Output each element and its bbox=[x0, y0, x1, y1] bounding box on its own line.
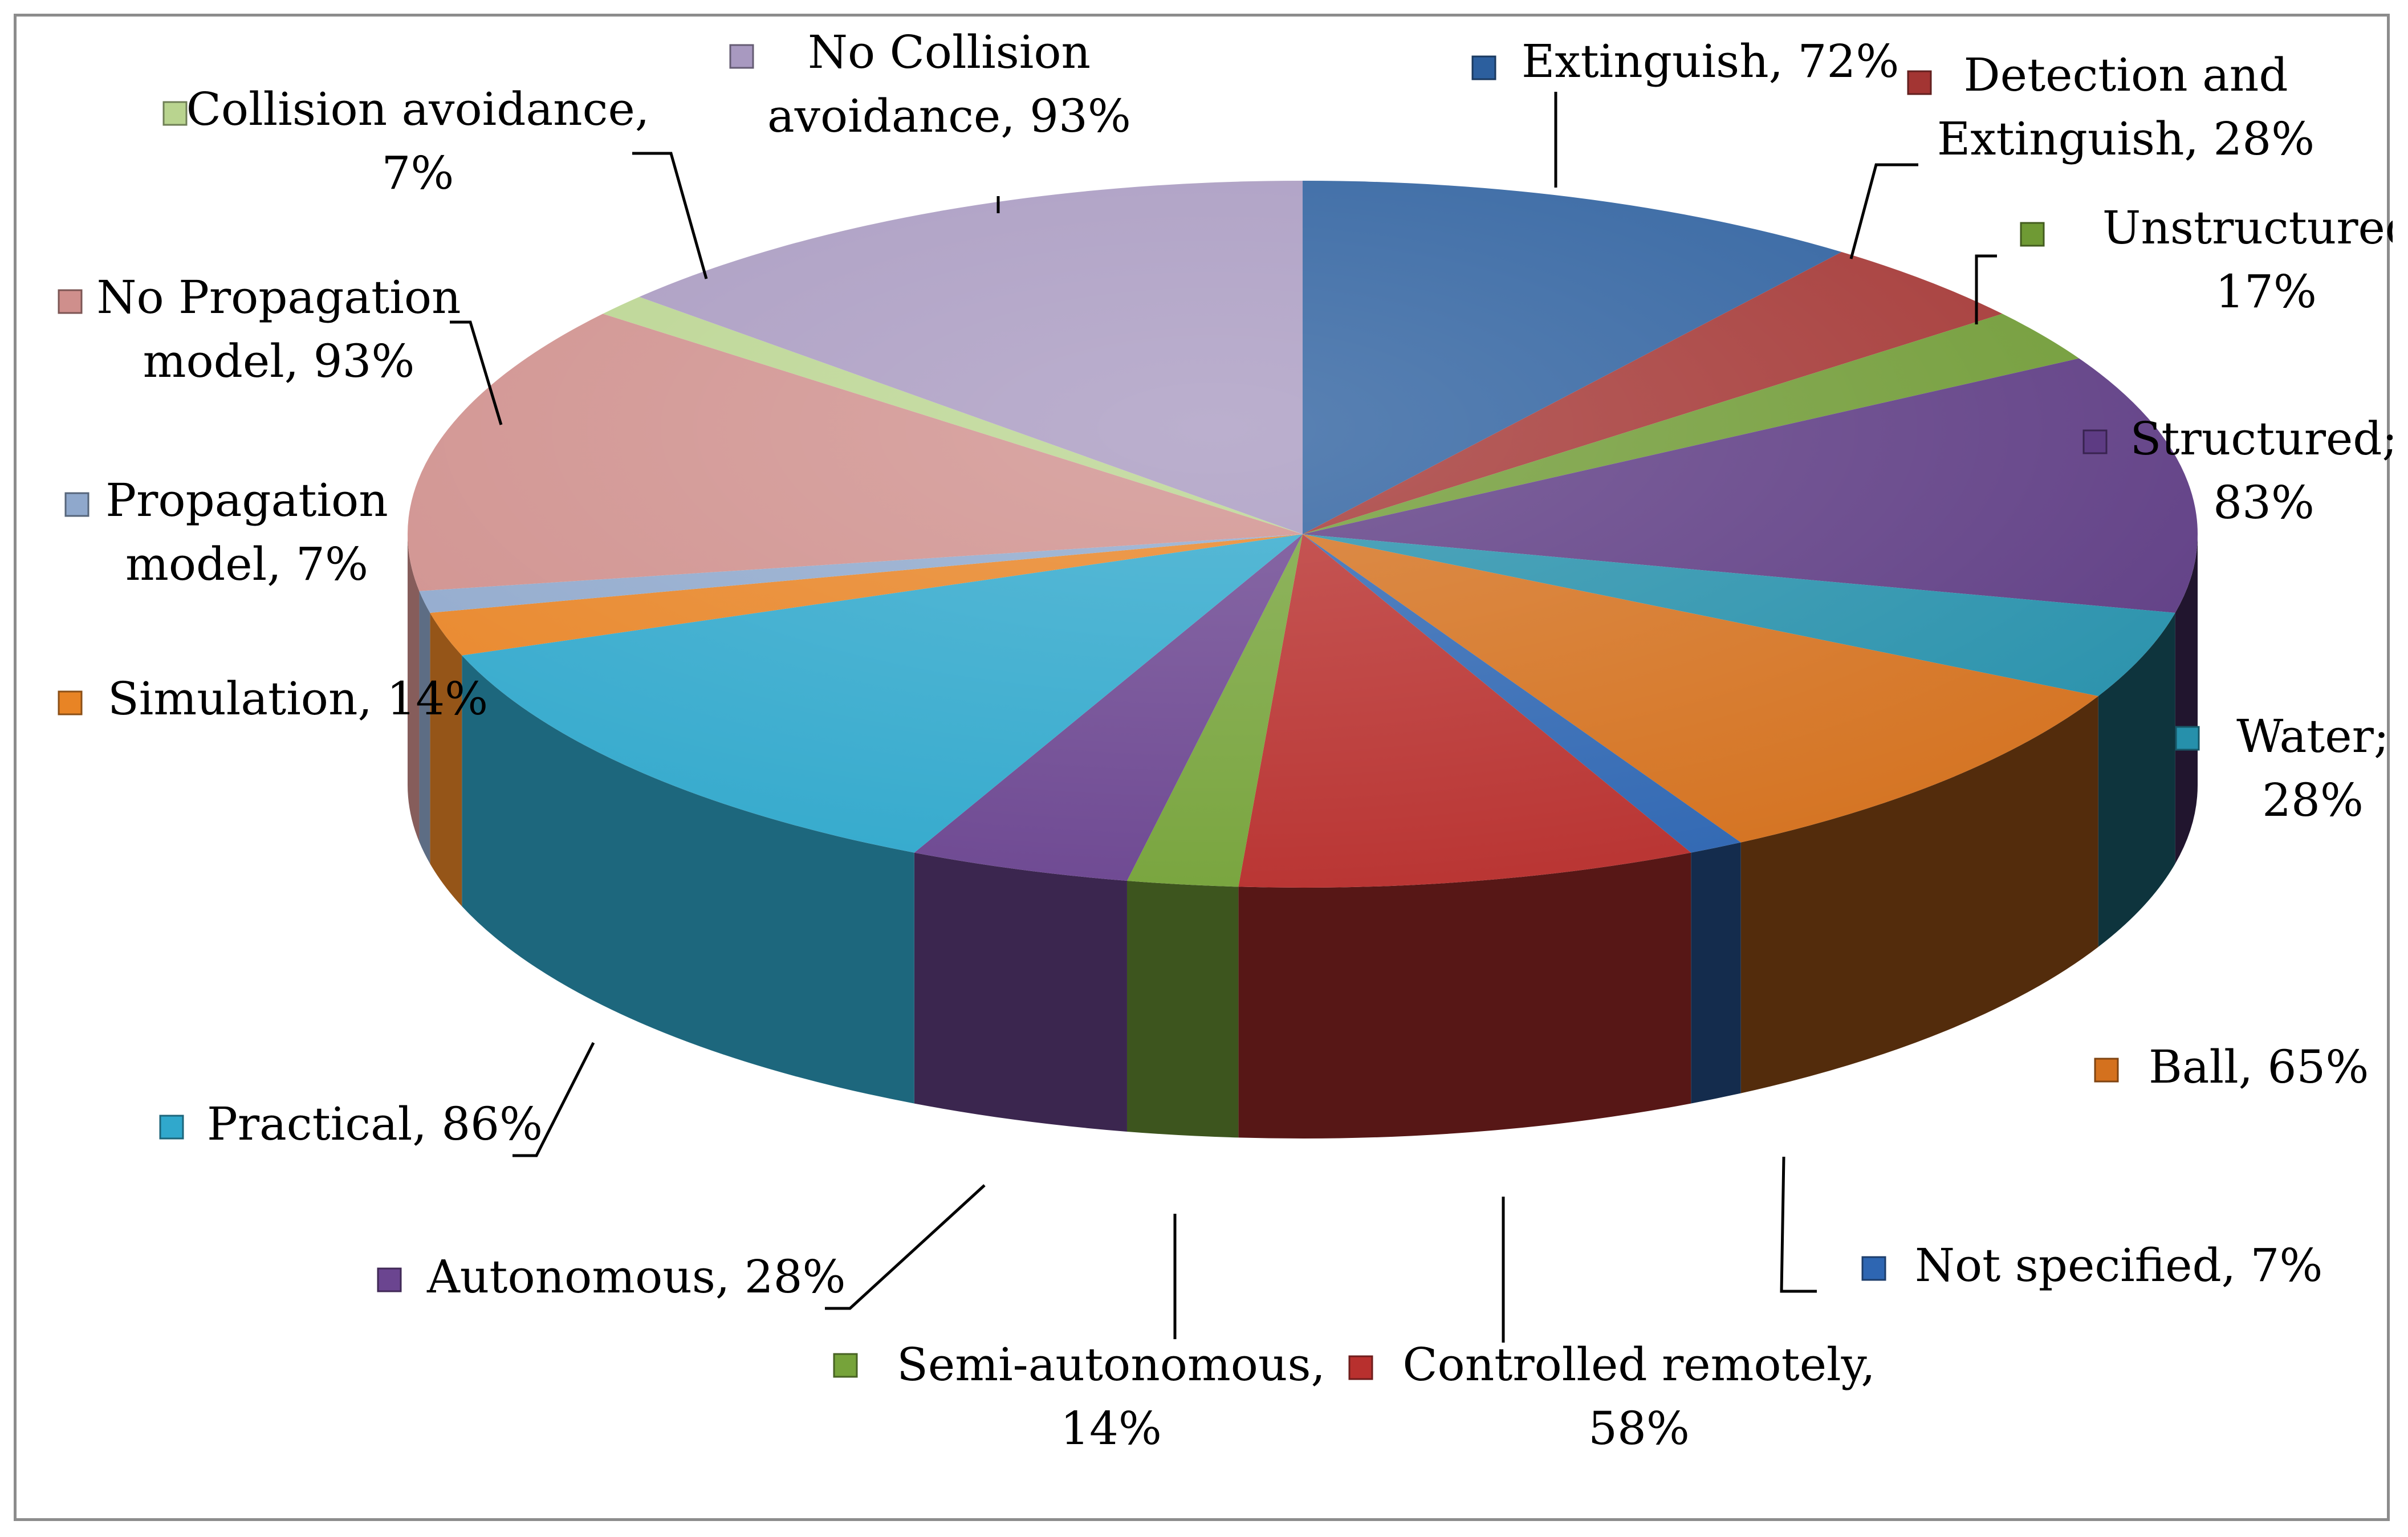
legend-marker-extinguish bbox=[1471, 55, 1496, 80]
pie-wall-propagation-model bbox=[419, 591, 430, 864]
leader-line-autonomous bbox=[825, 1184, 986, 1310]
data-label-line: Detection and bbox=[1963, 48, 2288, 101]
data-label-ball: Ball, 65% bbox=[2149, 1040, 2369, 1093]
leader-line-no-propagation-model bbox=[450, 320, 503, 425]
legend-marker-unstructured bbox=[2020, 222, 2045, 247]
legend-marker-ball bbox=[2094, 1058, 2119, 1083]
data-label-line: 17% bbox=[2215, 265, 2317, 318]
data-label-detection-extinguish: Detection and Extinguish, 28% bbox=[1937, 48, 2315, 165]
pie-sheen bbox=[408, 181, 2198, 888]
data-label-no-collision-avoidance: No Collision avoidance, 93% bbox=[767, 26, 1131, 143]
data-label-autonomous: Autonomous, 28% bbox=[426, 1250, 846, 1303]
data-label-collision-avoidance: Collision avoidance, 7% bbox=[186, 83, 650, 200]
data-label-propagation-model: Propagation model, 7% bbox=[105, 474, 388, 591]
legend-marker-structured bbox=[2082, 429, 2108, 454]
pie-wall-controlled-remotely bbox=[1238, 852, 1691, 1138]
data-label-line: avoidance, 93% bbox=[767, 90, 1131, 143]
data-label-line: model, 7% bbox=[125, 538, 368, 591]
data-label-simulation: Simulation, 14% bbox=[108, 672, 488, 725]
data-label-no-propagation-model: No Propagation model, 93% bbox=[96, 271, 461, 388]
legend-marker-semi-autonomous bbox=[833, 1353, 858, 1378]
legend-marker-not-specified bbox=[1861, 1256, 1886, 1281]
data-label-line: Autonomous, 28% bbox=[426, 1250, 846, 1303]
data-label-line: 83% bbox=[2213, 476, 2315, 529]
data-label-line: Propagation bbox=[105, 474, 388, 527]
data-label-line: Unstructured; bbox=[2102, 201, 2393, 254]
data-label-line: Controlled remotely, bbox=[1402, 1338, 1875, 1391]
data-label-line: 14% bbox=[1060, 1402, 1162, 1455]
data-label-controlled-remotely: Controlled remotely, 58% bbox=[1402, 1338, 1875, 1455]
legend-marker-controlled-remotely bbox=[1348, 1355, 1373, 1380]
legend-marker-no-collision-avoidance bbox=[729, 44, 754, 69]
legend-marker-practical bbox=[159, 1115, 184, 1140]
data-label-line: Ball, 65% bbox=[2149, 1040, 2369, 1093]
data-label-practical: Practical, 86% bbox=[207, 1097, 543, 1150]
data-label-line: 28% bbox=[2262, 774, 2364, 827]
data-label-line: Simulation, 14% bbox=[108, 672, 488, 725]
pie-wall-simulation bbox=[430, 612, 462, 906]
legend-marker-water bbox=[2175, 726, 2200, 751]
data-label-line: Practical, 86% bbox=[207, 1097, 543, 1150]
legend-marker-autonomous bbox=[377, 1267, 402, 1292]
data-label-line: No Collision bbox=[808, 26, 1091, 79]
leader-line-layer bbox=[450, 92, 1997, 1343]
data-label-line: Water; bbox=[2236, 710, 2389, 763]
pie-wall-not-specified bbox=[1691, 842, 1741, 1104]
pie-wall-semi-autonomous bbox=[1126, 880, 1239, 1138]
leader-line-not-specified bbox=[1780, 1156, 1817, 1293]
legend-marker-detection-extinguish bbox=[1907, 70, 1932, 95]
pie-wall-water bbox=[2098, 612, 2175, 947]
pie-wall-autonomous bbox=[914, 852, 1127, 1132]
data-label-line: 58% bbox=[1588, 1402, 1690, 1455]
pie-top-layer bbox=[407, 181, 2198, 888]
data-label-semi-autonomous: Semi-autonomous, 14% bbox=[897, 1338, 1325, 1455]
leader-line-unstructured bbox=[1975, 254, 1997, 324]
data-label-line: Structured; bbox=[2130, 412, 2393, 465]
data-label-water: Water; 28% bbox=[2236, 710, 2389, 827]
data-label-line: Collision avoidance, bbox=[186, 83, 650, 136]
leader-line-practical bbox=[512, 1042, 595, 1157]
chart-frame: Extinguish, 72% Detection and Extinguish, … bbox=[14, 14, 2393, 1521]
data-label-structured: Structured; 83% bbox=[2130, 412, 2393, 529]
pie-wall-no-propagation-model bbox=[408, 534, 420, 842]
data-label-line: No Propagation bbox=[96, 271, 461, 324]
data-label-line: model, 93% bbox=[143, 335, 415, 388]
data-label-line: 7% bbox=[382, 147, 454, 200]
data-label-line: Extinguish, 72% bbox=[1522, 35, 1899, 88]
leader-line-collision-avoidance bbox=[632, 152, 708, 279]
pie-wall-ball bbox=[1740, 696, 2098, 1093]
label-layer: Extinguish, 72% Detection and Extinguish, … bbox=[58, 26, 2393, 1455]
legend-marker-simulation bbox=[58, 690, 83, 715]
data-label-line: Semi-autonomous, bbox=[897, 1338, 1325, 1391]
data-label-not-specified: Not specified, 7% bbox=[1915, 1239, 2322, 1292]
legend-marker-no-propagation-model bbox=[58, 289, 83, 314]
leader-line-detection-extinguish bbox=[1849, 163, 1918, 259]
data-label-line: Not specified, 7% bbox=[1915, 1239, 2322, 1292]
pie-wall-practical bbox=[462, 655, 914, 1104]
data-label-extinguish: Extinguish, 72% bbox=[1522, 35, 1899, 88]
legend-marker-propagation-model bbox=[64, 492, 90, 517]
legend-marker-collision-avoidance bbox=[162, 101, 188, 126]
data-label-unstructured: Unstructured; 17% bbox=[2102, 201, 2393, 318]
pie-chart: Extinguish, 72% Detection and Extinguish, … bbox=[58, 26, 2393, 1455]
pie-side-layer bbox=[408, 534, 2198, 1138]
pie-wall-structured bbox=[2175, 534, 2198, 864]
data-label-line: Extinguish, 28% bbox=[1937, 112, 2315, 165]
